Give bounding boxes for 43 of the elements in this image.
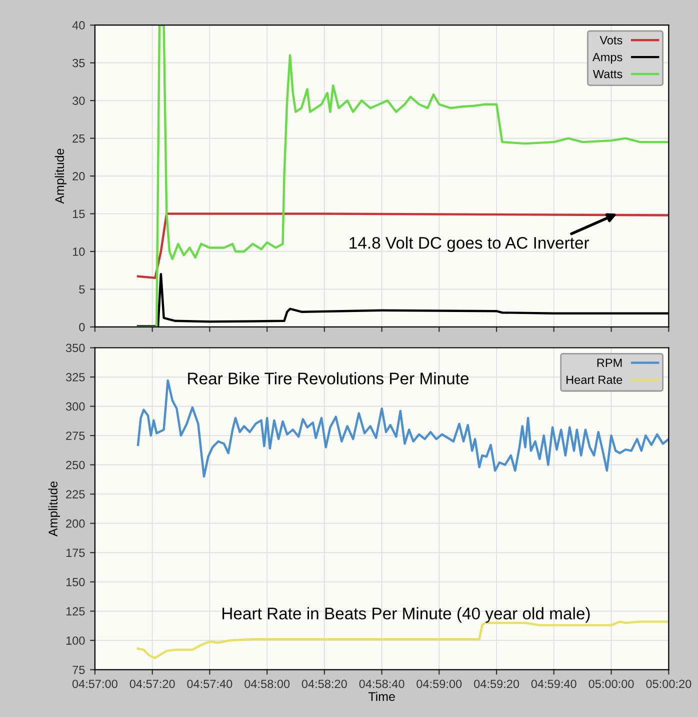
y-tick-label: 275 (66, 432, 85, 440)
x-tick-label: 04:57:20 (130, 680, 175, 688)
y-tick-label: 325 (66, 373, 85, 382)
y-tick-label: 175 (66, 548, 85, 558)
legend-label: Heart Rate (566, 376, 622, 384)
x-tick-label: 04:58:20 (302, 680, 347, 688)
y-tick-label: 75 (72, 666, 85, 674)
y-tick-label: 30 (72, 96, 85, 105)
annotation: Heart Rate in Beats Per Minute (40 year old male) (222, 607, 590, 623)
legend-label: Vots (600, 36, 622, 44)
x-tick-label: 04:58:00 (244, 680, 290, 688)
y-tick-label: 300 (66, 402, 85, 411)
y-tick-label: 5 (79, 285, 85, 294)
y-tick-label: 150 (66, 578, 85, 586)
y-tick-label: 350 (66, 344, 85, 352)
annotation: Rear Bike Tire Revolutions Per Minute (188, 372, 469, 384)
y-tick-label: 250 (66, 460, 85, 470)
x-tick-label: 04:59:20 (474, 680, 520, 688)
x-tick-label: 04:57:40 (187, 680, 232, 688)
y-tick-label: 40 (72, 21, 85, 30)
x-axis-title: Time (368, 692, 395, 701)
annotation: 14.8 Volt DC goes to AC Inverter (350, 236, 590, 252)
legend-label: Amps (592, 53, 622, 64)
y-tick-label: 225 (66, 490, 85, 498)
y-tick-label: 15 (72, 210, 85, 218)
y-tick-label: 100 (66, 636, 85, 645)
y-tick-label: 125 (66, 607, 85, 616)
x-tick-label: 04:57:00 (72, 680, 118, 688)
y-tick-label: 25 (72, 134, 85, 143)
x-tick-label: 05:00:00 (588, 680, 634, 688)
y-axis-title: Amplitude (48, 481, 60, 536)
legend-label: RPM (597, 358, 622, 367)
x-tick-label: 04:59:00 (416, 680, 462, 688)
x-tick-label: 05:00:20 (646, 680, 692, 688)
legend-label: Watts (592, 70, 622, 78)
y-tick-label: 200 (66, 519, 85, 528)
y-tick-label: 20 (72, 172, 85, 180)
y-tick-label: 35 (72, 58, 85, 68)
y-tick-label: 10 (72, 248, 85, 256)
y-tick-label: 0 (79, 322, 85, 332)
x-tick-label: 04:59:40 (531, 680, 576, 688)
x-tick-label: 04:58:40 (359, 680, 404, 688)
y-axis-title: Amplitude (54, 148, 67, 204)
